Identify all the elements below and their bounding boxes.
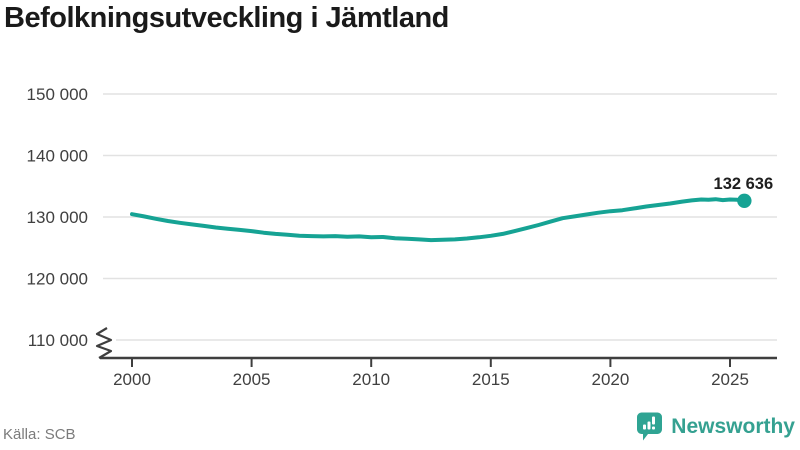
chart-title: Befolkningsutveckling i Jämtland: [4, 2, 449, 34]
end-point-marker: [737, 193, 752, 208]
newsworthy-logo-icon: [637, 412, 663, 441]
newsworthy-logo[interactable]: Newsworthy: [635, 411, 795, 442]
axis-break-icon: [95, 327, 113, 359]
source-note: Källa: SCB: [3, 426, 76, 443]
y-axis-label: 140 000: [27, 147, 88, 166]
x-axis-label: 2010: [352, 370, 390, 389]
y-axis-label: 130 000: [27, 208, 88, 227]
y-axis-label: 150 000: [27, 85, 88, 104]
x-axis-label: 2000: [113, 370, 151, 389]
y-axis-label: 110 000: [28, 331, 88, 350]
end-value-label: 132 636: [714, 175, 774, 193]
x-axis-label: 2025: [711, 370, 749, 389]
x-axis-label: 2015: [472, 370, 510, 389]
x-axis-label: 2005: [233, 370, 271, 389]
newsworthy-logo-text: Newsworthy: [671, 414, 795, 438]
x-axis-label: 2020: [591, 370, 629, 389]
y-axis-label: 120 000: [27, 270, 88, 289]
data-line: [130, 197, 747, 243]
